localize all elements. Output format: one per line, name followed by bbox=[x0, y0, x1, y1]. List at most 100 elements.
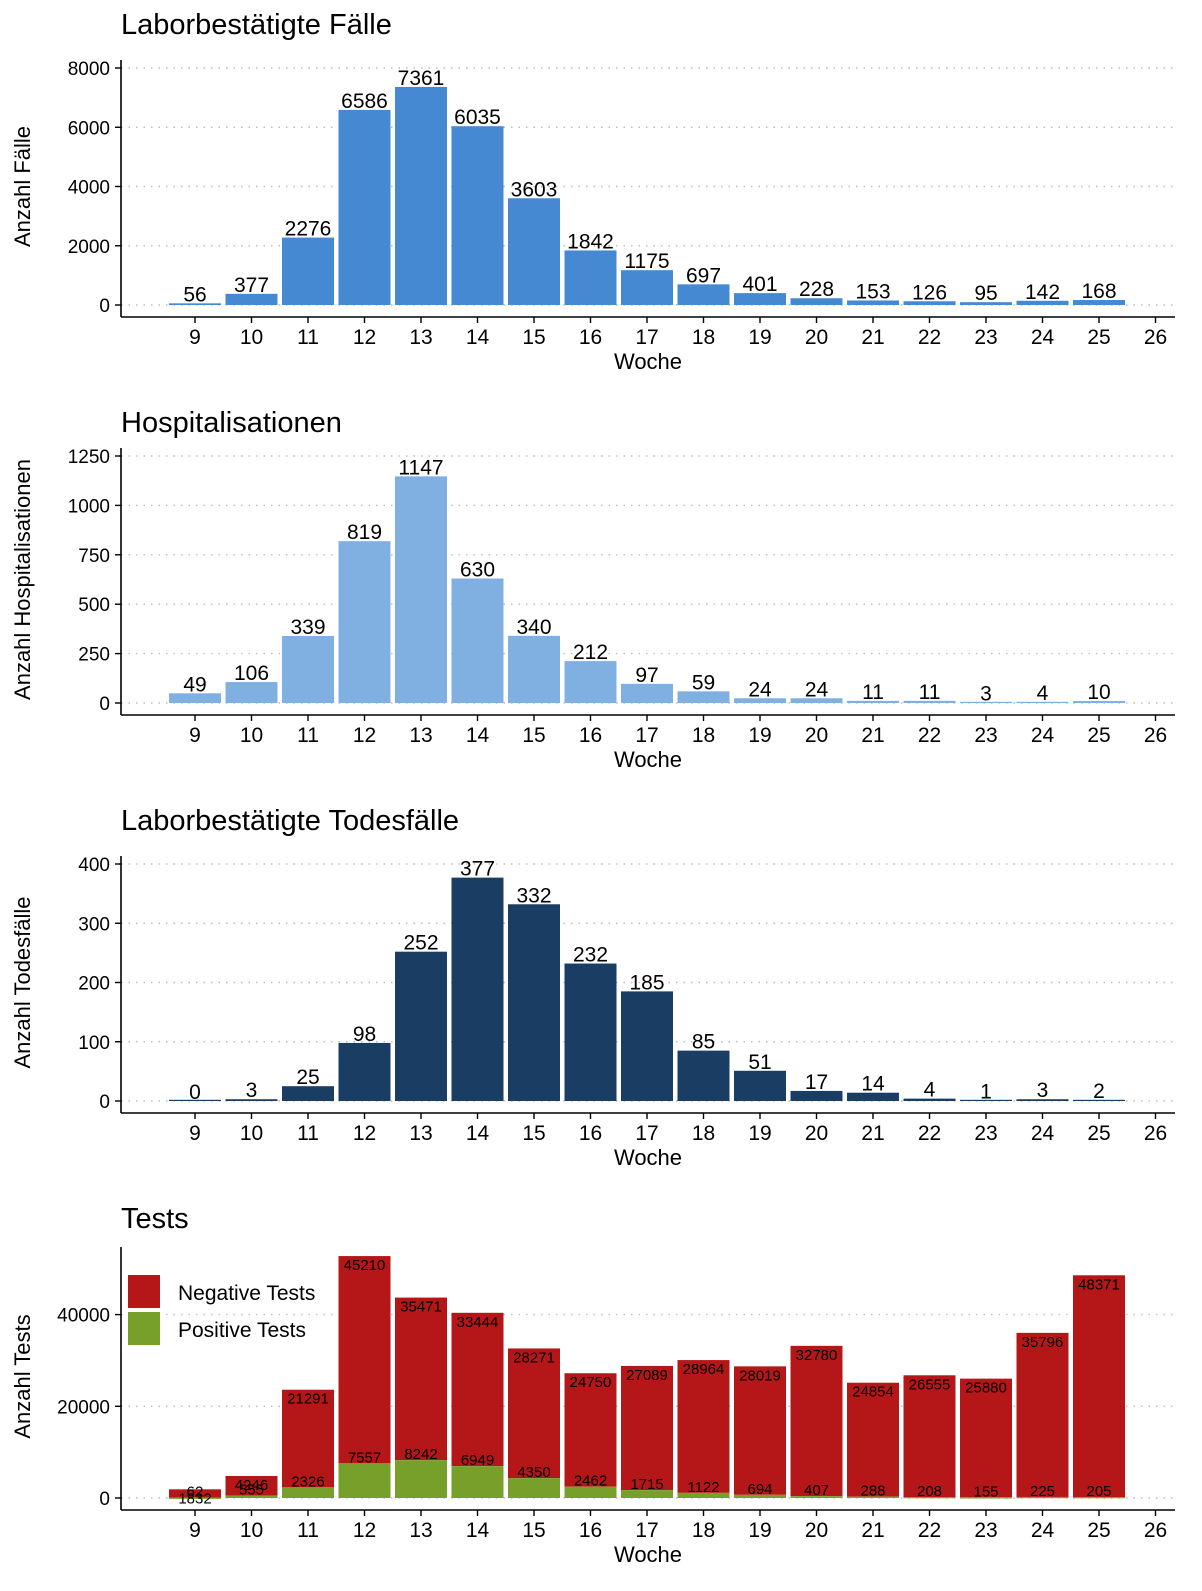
x-tick-label: 22 bbox=[918, 724, 941, 747]
data-label: 1175 bbox=[624, 250, 669, 273]
bar-positive-week-25 bbox=[1073, 1497, 1125, 1499]
positive-data-label: 208 bbox=[917, 1483, 942, 1500]
bar-positive-week-21 bbox=[847, 1496, 899, 1498]
chart-title: Laborbestätigte Todesfälle bbox=[121, 805, 459, 837]
x-tick-label: 19 bbox=[748, 1122, 771, 1145]
y-axis-title: Anzahl Tests bbox=[10, 1314, 35, 1438]
bar-week-17 bbox=[621, 991, 673, 1101]
bar-week-18 bbox=[677, 1050, 730, 1101]
data-label: 252 bbox=[403, 932, 438, 955]
x-tick-label: 9 bbox=[189, 1122, 201, 1145]
bar-week-11 bbox=[282, 1086, 334, 1101]
bar-week-20 bbox=[790, 298, 843, 305]
data-label: 232 bbox=[573, 944, 608, 967]
y-tick-label: 0 bbox=[99, 694, 110, 715]
data-label: 3 bbox=[980, 682, 992, 705]
x-tick-label: 9 bbox=[189, 326, 201, 349]
negative-data-label: 25880 bbox=[965, 1380, 1007, 1397]
bar-negative-week-18 bbox=[677, 1360, 730, 1493]
bar-week-9 bbox=[169, 303, 221, 305]
y-tick-label: 0 bbox=[99, 1489, 110, 1510]
bar-week-21 bbox=[847, 700, 899, 703]
bar-week-11 bbox=[282, 237, 334, 305]
data-label: 168 bbox=[1081, 280, 1116, 303]
bar-week-25 bbox=[1073, 701, 1125, 703]
bar-week-18 bbox=[677, 284, 730, 305]
y-axis-title: Anzahl Hospitalisationen bbox=[10, 459, 35, 700]
x-axis-title: Woche bbox=[614, 747, 682, 772]
x-axis-title: Woche bbox=[614, 1542, 682, 1567]
negative-data-label: 4246 bbox=[235, 1477, 268, 1494]
data-label: 630 bbox=[460, 559, 495, 582]
bar-week-21 bbox=[847, 1092, 899, 1101]
x-tick-label: 24 bbox=[1031, 1519, 1055, 1542]
x-tick-label: 18 bbox=[692, 326, 715, 349]
data-label: 3 bbox=[1037, 1079, 1049, 1102]
x-tick-label: 21 bbox=[861, 1519, 884, 1542]
bar-week-9 bbox=[169, 693, 221, 703]
chart-title: Laborbestätigte Fälle bbox=[121, 9, 392, 41]
chart-title: Hospitalisationen bbox=[121, 407, 342, 439]
x-tick-label: 12 bbox=[353, 724, 376, 747]
x-tick-label: 10 bbox=[240, 1519, 263, 1542]
data-label: 6586 bbox=[341, 90, 388, 113]
x-tick-label: 25 bbox=[1087, 1122, 1110, 1145]
data-label: 25 bbox=[296, 1066, 319, 1089]
data-label: 7361 bbox=[398, 67, 445, 90]
x-tick-label: 12 bbox=[353, 1122, 376, 1145]
data-label: 1842 bbox=[567, 230, 614, 253]
positive-data-label: 2326 bbox=[291, 1473, 324, 1490]
x-tick-label: 16 bbox=[579, 326, 602, 349]
data-label: 142 bbox=[1025, 281, 1060, 304]
data-label: 17 bbox=[805, 1071, 828, 1094]
x-tick-label: 14 bbox=[466, 1122, 490, 1145]
bar-week-16 bbox=[564, 963, 617, 1101]
y-tick-label: 2000 bbox=[68, 237, 110, 258]
x-tick-label: 17 bbox=[635, 724, 658, 747]
bar-week-23 bbox=[960, 701, 1012, 703]
x-tick-label: 15 bbox=[522, 1519, 545, 1542]
bar-positive-week-19 bbox=[734, 1494, 786, 1498]
positive-data-label: 2462 bbox=[574, 1473, 607, 1490]
y-axis-title: Anzahl Todesfälle bbox=[10, 896, 35, 1068]
bar-negative-week-25 bbox=[1073, 1275, 1125, 1498]
bar-positive-week-16 bbox=[564, 1486, 617, 1498]
data-label: 4 bbox=[1037, 682, 1049, 705]
positive-data-label: 288 bbox=[860, 1483, 885, 1500]
bar-negative-week-22 bbox=[903, 1375, 956, 1498]
x-tick-label: 23 bbox=[974, 1122, 997, 1145]
y-tick-label: 1250 bbox=[68, 447, 110, 468]
data-label: 95 bbox=[974, 282, 997, 305]
data-label: 24 bbox=[805, 678, 829, 701]
y-tick-label: 250 bbox=[78, 645, 110, 666]
data-label: 697 bbox=[686, 264, 721, 287]
bar-week-15 bbox=[508, 635, 560, 703]
negative-data-label: 24854 bbox=[852, 1384, 894, 1401]
positive-data-label: 205 bbox=[1086, 1483, 1111, 1500]
bar-week-18 bbox=[677, 691, 730, 703]
x-tick-label: 14 bbox=[466, 1519, 490, 1542]
data-label: 377 bbox=[460, 858, 495, 881]
data-label: 401 bbox=[742, 273, 777, 296]
bar-week-10 bbox=[225, 1099, 278, 1101]
bar-week-12 bbox=[338, 541, 391, 703]
data-label: 1 bbox=[980, 1080, 992, 1103]
bar-week-16 bbox=[564, 250, 617, 305]
data-label: 185 bbox=[629, 971, 664, 994]
negative-data-label: 1832 bbox=[178, 1490, 211, 1507]
x-tick-label: 22 bbox=[918, 1122, 941, 1145]
y-tick-label: 20000 bbox=[57, 1397, 110, 1418]
bar-negative-week-20 bbox=[790, 1345, 843, 1497]
bar-week-20 bbox=[790, 1090, 843, 1101]
bar-week-22 bbox=[903, 1098, 956, 1101]
y-tick-label: 500 bbox=[78, 595, 110, 616]
bar-positive-week-13 bbox=[395, 1460, 447, 1498]
data-label: 51 bbox=[748, 1051, 771, 1074]
x-tick-label: 15 bbox=[522, 1122, 545, 1145]
data-label: 4 bbox=[924, 1079, 936, 1102]
positive-data-label: 4350 bbox=[517, 1464, 550, 1481]
x-tick-label: 21 bbox=[861, 326, 884, 349]
data-label: 106 bbox=[234, 662, 269, 685]
x-tick-label: 26 bbox=[1144, 1519, 1167, 1542]
legend-label-positive: Positive Tests bbox=[178, 1319, 306, 1342]
